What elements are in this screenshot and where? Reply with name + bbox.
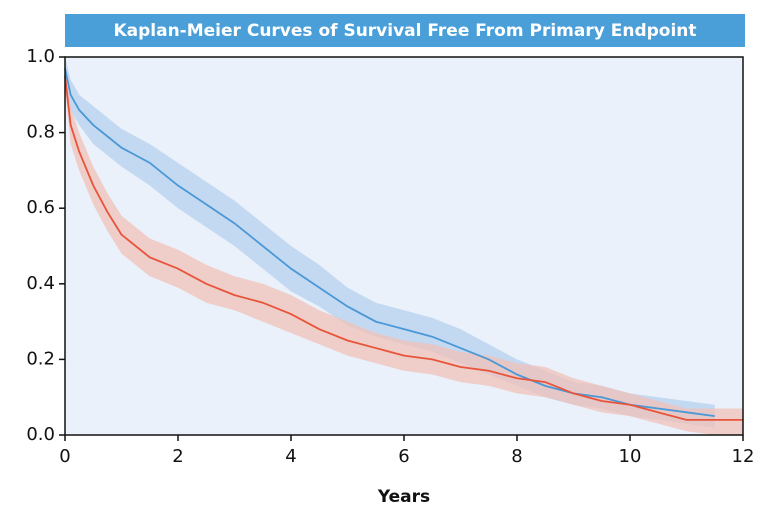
chart-title: Kaplan-Meier Curves of Survival Free Fro… [113, 21, 696, 41]
survival-line [64, 68, 715, 417]
x-tick-label: 2 [172, 446, 183, 467]
survival-line [64, 75, 743, 421]
y-tick-label: 0.4 [26, 273, 55, 294]
x-tick-label: 10 [619, 446, 642, 467]
plot-background [65, 57, 743, 435]
y-tick-label: 1.0 [26, 46, 55, 67]
y-tick-label: 0.8 [26, 122, 55, 143]
y-tick-label: 0.2 [26, 348, 55, 369]
y-tick-label: 0.6 [26, 197, 55, 218]
x-tick-label: 4 [285, 446, 296, 467]
x-tick-label: 8 [511, 446, 522, 467]
x-axis-label: Years [377, 487, 430, 507]
x-tick-label: 12 [732, 446, 755, 467]
y-tick-label: 0.0 [26, 424, 55, 445]
confidence-band [65, 64, 743, 435]
title-background [65, 14, 745, 47]
x-tick-label: 6 [398, 446, 409, 467]
x-tick-label: 0 [59, 446, 70, 467]
